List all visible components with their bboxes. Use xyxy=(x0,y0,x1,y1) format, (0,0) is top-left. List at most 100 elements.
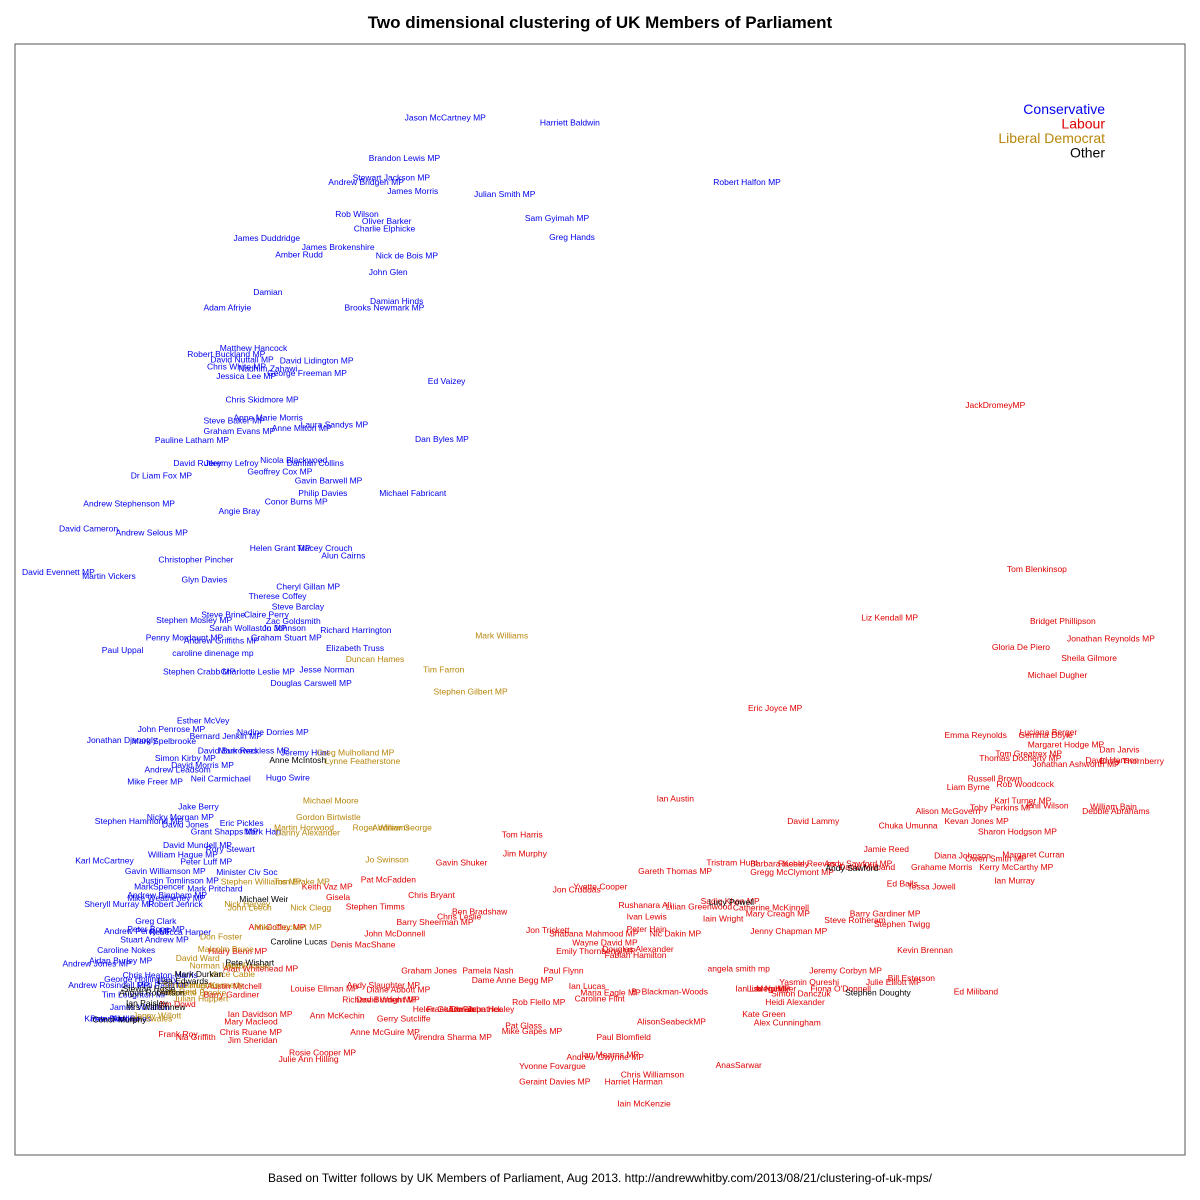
mp-label: Angie Bray xyxy=(219,506,261,516)
mp-label: Caroline Flint xyxy=(575,994,626,1004)
mp-label: Andrew George xyxy=(372,822,432,832)
mp-label: Nia Griffith xyxy=(176,1032,216,1042)
mp-label: Charlotte Leslie MP xyxy=(221,667,296,677)
mp-label: Andy Sawford MP xyxy=(824,859,892,869)
mp-label: Ian Mearns MP xyxy=(582,1050,640,1060)
mp-label: Ian Paisley xyxy=(126,998,168,1008)
mp-label: Steve Brine xyxy=(201,610,245,620)
mp-label: Fiona O'Donnell xyxy=(810,983,871,993)
mp-label: Ed Balls xyxy=(887,879,918,889)
mp-label: John Healey xyxy=(467,1004,515,1014)
mp-label: Claire Perry xyxy=(244,610,290,620)
mp-label: Mary Creagh MP xyxy=(746,909,811,919)
mp-label: David Jones xyxy=(162,819,209,829)
mp-label: Jesse Norman xyxy=(299,665,354,675)
mp-label: Andy Slaughter MP xyxy=(347,980,421,990)
mp-label: Mark Pritchard xyxy=(187,884,243,894)
mp-label: David Rutley xyxy=(173,458,222,468)
mp-label: Martin Horwood xyxy=(274,822,334,832)
mp-label: Simon Danczuk xyxy=(771,989,831,999)
mp-label: John McDonnell xyxy=(364,928,425,938)
mp-label: Nadine Dorries MP xyxy=(237,727,309,737)
mp-label: Chris Ruane MP xyxy=(220,1027,283,1037)
mp-label: Maria Eagle MP xyxy=(580,987,641,997)
mp-label: James Duddridge xyxy=(234,233,301,243)
mp-label: Greg Mulholland MP xyxy=(317,748,395,758)
mp-label: Mark Reckless MP xyxy=(219,746,290,756)
mp-label: Stephen Hammond MP xyxy=(95,816,184,826)
mp-label: Brandon Lewis MP xyxy=(369,153,441,163)
mp-label: Geoffrey Cox MP xyxy=(247,466,312,476)
mp-label: Jessica Lee MP xyxy=(216,371,276,381)
mp-label: Kevan Jones MP xyxy=(945,816,1010,826)
mp-label: Penny Mordaunt MP xyxy=(146,632,224,642)
mp-label: Pamela Nash xyxy=(462,966,513,976)
mp-label: Nick Clegg xyxy=(290,902,331,912)
mp-label: Margaret Curran xyxy=(1002,849,1065,859)
mp-label: Dr Liam Fox MP xyxy=(131,471,193,481)
legend-entry-labour: Labour xyxy=(1061,116,1105,132)
mp-label: Tom Harris xyxy=(502,830,543,840)
mp-label: Ian Murray xyxy=(994,875,1035,885)
mp-label: Bob Russell xyxy=(226,961,271,971)
mp-label: Don Foster xyxy=(200,931,242,941)
mp-label: Damian Collins xyxy=(287,458,344,468)
mp-label: Gareth Thomas MP xyxy=(638,866,712,876)
mp-label: Damian xyxy=(253,287,283,297)
mp-label: Rebecca Harper xyxy=(149,927,211,937)
mp-label: Stephen Twigg xyxy=(874,919,930,929)
mp-label: Virendra Sharma MP xyxy=(413,1032,493,1042)
mp-label: Andrew Griffiths MP xyxy=(184,636,260,646)
mp-label: Mike Freer MP xyxy=(127,777,183,787)
mp-label: Adam Afriyie xyxy=(204,302,252,312)
mp-label: Sharon Hodgson MP xyxy=(978,827,1057,837)
mp-label: Rob Flello MP xyxy=(512,997,566,1007)
mp-label: James Morris xyxy=(387,186,438,196)
mp-label: Anne McIntosh xyxy=(269,755,326,765)
mp-label: David Mundell MP xyxy=(163,840,232,850)
mp-label: Karl McCartney xyxy=(75,856,134,866)
mp-label: Amber Rudd xyxy=(275,249,323,259)
mp-label: Heidi Alexander xyxy=(765,997,825,1007)
mp-label: Greg Clark xyxy=(135,916,177,926)
mp-label: Tim Farron xyxy=(423,665,465,675)
mp-label: Fabian Hamilton xyxy=(605,950,667,960)
mp-label: Anne McGuire MP xyxy=(350,1027,420,1037)
mp-label: Robert Jenrick xyxy=(148,899,204,909)
mp-label: Gavin Williamson MP xyxy=(125,866,206,876)
mp-label: Jim Dowd xyxy=(158,999,196,1009)
series-labour: JackDromeyMP Tom Blenkinsop Liz Kendall MP… xyxy=(158,400,1164,1109)
mp-label: Lilian Greenwood xyxy=(666,901,732,911)
mp-label: Jonathan Djanogly xyxy=(87,735,158,745)
mp-label: Norman Lamb xyxy=(190,961,244,971)
mp-label: Zac Goldsmith xyxy=(266,616,321,626)
mp-label: Elizabeth Truss xyxy=(326,643,384,653)
mp-label: Phil Wilson xyxy=(1027,801,1069,811)
mp-label: Chris Williamson xyxy=(621,1069,685,1079)
mp-label: Gerry Sutcliffe xyxy=(377,1013,431,1023)
mp-label: Gregg McClymont MP xyxy=(750,867,834,877)
mp-label: Stewart Jackson MP xyxy=(353,173,431,183)
mp-label: Mark Hart xyxy=(244,827,282,837)
mp-label: Barbara Keeley xyxy=(750,859,809,869)
mp-label: Luciana Berger xyxy=(1020,727,1078,737)
mp-label: Tracey Crouch xyxy=(297,543,353,553)
mp-label: George Freeman MP xyxy=(267,368,347,378)
mp-label: Rob Wilson xyxy=(335,209,379,219)
mp-label: Bernard Jenkin MP xyxy=(190,731,263,741)
mp-label: Dan Byles MP xyxy=(415,434,469,444)
mp-label: Jo Johnson xyxy=(262,623,306,633)
mp-label: Aidan Burley MP xyxy=(89,955,153,965)
mp-label: Nick Boles xyxy=(111,1013,151,1023)
mp-label: Nadhim Zahawi xyxy=(238,364,297,374)
mp-label: Austin Mitchell xyxy=(207,981,262,991)
mp-label: Meg Hillier xyxy=(756,983,796,993)
mp-label: Mark Williams xyxy=(475,630,528,640)
mp-label: Emily Thornberry xyxy=(1099,756,1164,766)
mp-label: Pete Wishart xyxy=(226,957,275,967)
mp-label: Andrew Selous MP xyxy=(116,528,189,538)
mp-label: Stephen Timms xyxy=(346,901,405,911)
mp-label: Lynne Featherstone xyxy=(325,756,401,766)
